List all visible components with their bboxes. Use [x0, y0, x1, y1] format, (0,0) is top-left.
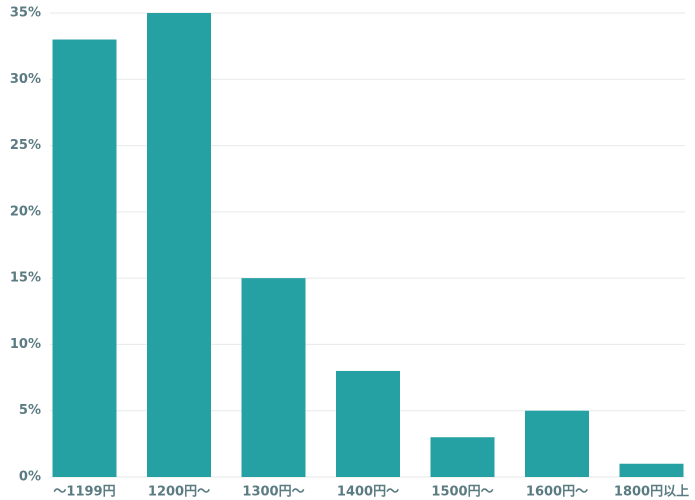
y-tick-label: 20% — [10, 204, 41, 219]
y-tick-label: 5% — [19, 403, 41, 418]
bar — [241, 278, 306, 477]
x-tick-label: 1600円〜 — [526, 485, 588, 500]
x-tick-label: 1300円〜 — [242, 485, 304, 500]
bar — [619, 463, 684, 477]
y-tick-label: 35% — [10, 6, 41, 21]
bar — [430, 437, 495, 477]
x-tick-label: 1200円〜 — [148, 485, 210, 500]
x-tick-label: 1400円〜 — [337, 485, 399, 500]
bar — [147, 13, 211, 477]
x-tick-label: 〜1199円 — [53, 485, 115, 500]
bar — [336, 370, 400, 477]
y-tick-label: 10% — [10, 337, 41, 352]
y-tick-label: 25% — [10, 138, 41, 153]
y-tick-label: 15% — [10, 271, 41, 286]
y-tick-label: 30% — [10, 72, 41, 87]
x-tick-label: 1500円〜 — [431, 485, 493, 500]
bar — [525, 410, 589, 477]
bar — [52, 39, 117, 478]
y-tick-label: 0% — [19, 470, 41, 485]
x-tick-label: 1800円以上 — [614, 485, 689, 500]
